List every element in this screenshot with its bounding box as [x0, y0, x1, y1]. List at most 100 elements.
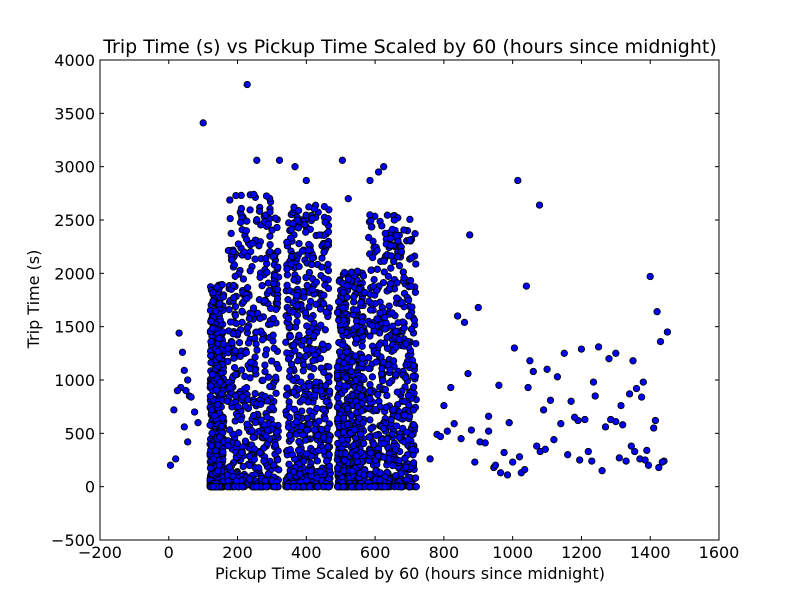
scatter-point	[286, 332, 295, 341]
scatter-point	[366, 416, 374, 424]
scatter-point	[365, 354, 373, 362]
scatter-point	[386, 234, 395, 243]
x-tick-label: −200	[78, 543, 122, 562]
scatter-point	[284, 296, 292, 304]
scatter-point	[637, 393, 646, 401]
scatter-point	[275, 466, 283, 474]
scatter-point	[314, 446, 323, 455]
scatter-point	[357, 327, 366, 335]
scatter-point	[260, 297, 269, 305]
scatter-point	[274, 447, 282, 455]
scatter-point	[308, 285, 317, 294]
scatter-point	[284, 355, 293, 363]
scatter-point	[286, 367, 294, 375]
y-axis-label: Trip Time (s)	[24, 250, 43, 350]
scatter-point	[246, 206, 254, 214]
scatter-point	[300, 457, 308, 465]
scatter-point	[570, 413, 579, 421]
scatter-point	[241, 372, 249, 381]
scatter-point	[289, 468, 298, 476]
scatter-point	[349, 441, 358, 450]
scatter-point	[178, 348, 187, 356]
scatter-point	[275, 156, 284, 164]
scatter-point	[410, 316, 419, 324]
scatter-point	[395, 433, 403, 441]
scatter-point	[402, 340, 410, 348]
scatter-point	[272, 389, 280, 397]
scatter-point	[401, 374, 410, 382]
scatter-point	[412, 339, 420, 348]
scatter-point	[237, 366, 246, 374]
scatter-point	[601, 423, 610, 431]
scatter-point	[209, 483, 217, 491]
scatter-point	[266, 382, 274, 391]
scatter-point	[368, 253, 377, 262]
scatter-point	[227, 229, 235, 238]
scatter-point	[284, 314, 293, 323]
scatter-point	[372, 286, 381, 295]
scatter-point	[225, 463, 234, 471]
scatter-point	[400, 226, 408, 234]
scatter-point	[366, 306, 375, 314]
scatter-point	[251, 389, 259, 398]
scatter-point	[257, 400, 265, 408]
scatter-point	[390, 216, 398, 224]
points-layer	[166, 80, 672, 491]
scatter-point	[381, 385, 390, 394]
scatter-point	[340, 467, 348, 475]
scatter-point	[607, 415, 615, 424]
scatter-point	[321, 218, 329, 226]
scatter-point	[313, 457, 322, 465]
scatter-point	[305, 303, 313, 311]
y-tick-label: 0	[85, 478, 95, 497]
scatter-point	[182, 387, 190, 395]
scatter-point	[370, 275, 378, 284]
scatter-point	[242, 348, 250, 357]
scatter-point	[491, 461, 500, 469]
scatter-point	[322, 457, 331, 465]
chart-title: Trip Time (s) vs Pickup Time Scaled by 6…	[102, 36, 717, 58]
scatter-point	[366, 449, 375, 457]
scatter-point	[310, 426, 319, 434]
scatter-point	[295, 240, 303, 248]
scatter-point	[246, 365, 254, 373]
scatter-point	[404, 296, 413, 304]
scatter-point	[373, 315, 381, 323]
scatter-point	[320, 202, 329, 211]
scatter-point	[576, 456, 584, 464]
scatter-point	[641, 456, 649, 464]
scatter-point	[387, 264, 395, 272]
scatter-point	[359, 419, 367, 427]
scatter-point	[307, 315, 315, 323]
x-axis-label: Pickup Time Scaled by 60 (hours since mi…	[215, 564, 605, 583]
scatter-point	[324, 228, 333, 236]
scatter-point	[411, 288, 420, 296]
scatter-point	[318, 254, 326, 262]
scatter-point	[234, 402, 242, 411]
scatter-point	[529, 367, 537, 376]
scatter-point	[323, 240, 331, 248]
scatter-point	[466, 231, 474, 239]
scatter-point	[436, 432, 445, 441]
scatter-point	[581, 415, 589, 424]
scatter-point	[317, 321, 325, 329]
scatter-point	[360, 439, 368, 448]
x-tick-label: 400	[291, 543, 322, 562]
scatter-point	[526, 357, 534, 365]
scatter-point	[560, 349, 568, 357]
scatter-point	[301, 352, 310, 361]
scatter-point	[269, 253, 277, 261]
scatter-point	[398, 298, 406, 307]
scatter-point	[199, 119, 207, 127]
scatter-point	[210, 412, 219, 420]
scatter-point	[209, 297, 217, 306]
scatter-point	[259, 376, 267, 384]
y-tick-label: 3000	[54, 158, 95, 177]
scatter-point	[464, 369, 472, 378]
scatter-point	[224, 357, 232, 366]
scatter-point	[214, 467, 222, 475]
scatter-point	[250, 190, 258, 199]
scatter-point	[426, 455, 434, 463]
scatter-point	[295, 331, 303, 339]
